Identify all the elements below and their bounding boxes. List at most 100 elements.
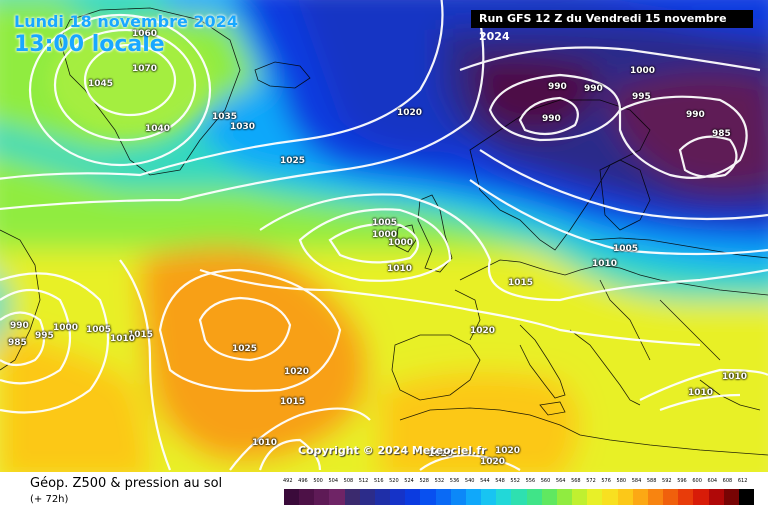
legend-tick-label: 548	[495, 478, 505, 484]
forecast-offset: (+ 72h)	[30, 494, 69, 505]
legend-tick-label: 536	[449, 478, 460, 484]
legend-color-swatch	[541, 489, 557, 505]
legend-color-swatch	[511, 489, 527, 505]
isobar-label: 1020	[397, 108, 423, 118]
isobar-label: 1000	[630, 66, 656, 76]
legend-tick-label: 532	[434, 478, 445, 484]
legend-tick-label: 540	[464, 478, 475, 484]
isobar-label: 1020	[470, 326, 496, 336]
z500-color-legend: 492 496 500 504 508 512 516 520 524 528 532 536 540 5…	[283, 478, 754, 508]
model-run-banner: Run GFS 12 Z du Vendredi 15 novembre 202…	[471, 10, 753, 43]
legend-tick-label: 592	[662, 478, 672, 484]
isobar-label: 1015	[128, 330, 154, 340]
legend-tick-label: 516	[373, 478, 384, 484]
legend-tick-label: 524	[404, 478, 414, 484]
legend-tick-label: 612	[737, 478, 748, 484]
isobar-label: 1025	[232, 344, 258, 354]
isobar-label: 995	[35, 331, 54, 341]
legend-color-swatch	[496, 489, 512, 505]
legend-tick-label: 564	[555, 478, 566, 484]
legend-color-swatch	[647, 489, 664, 505]
legend-tick-label: 520	[389, 478, 399, 484]
legend-color-swatch	[556, 489, 573, 505]
legend-tick-label: 560	[540, 478, 551, 484]
isobar-label: 995	[632, 92, 651, 102]
legend-color-swatch	[526, 489, 542, 505]
isobar-label: 1040	[145, 124, 171, 134]
geopotential-map	[0, 0, 768, 472]
isobar-label: 1020	[428, 449, 454, 459]
legend-tick-label: 568	[571, 478, 581, 484]
legend-tick-label: 604	[707, 478, 718, 484]
legend-color-swatch	[450, 489, 466, 505]
legend-tick-label: 584	[631, 478, 642, 484]
legend-color-swatch	[587, 489, 603, 505]
isobars	[0, 0, 768, 470]
legend-tick-label: 512	[358, 478, 369, 484]
isobar-label: 1015	[280, 397, 306, 407]
copyright-notice: Copyright © 2024 Meteociel.fr	[298, 444, 487, 457]
legend-color-swatch	[693, 489, 709, 505]
legend-color-swatch	[359, 489, 375, 505]
isobar-label: 1035	[212, 112, 238, 122]
legend-color-swatch	[723, 489, 739, 505]
legend-tick-label: 588	[646, 478, 657, 484]
legend-tick-label: 492	[283, 478, 293, 484]
isobar-label: 990	[686, 110, 705, 120]
isobar-label: 1020	[495, 446, 521, 456]
legend-tick-label: 508	[343, 478, 354, 484]
isobar-label: 1010	[688, 388, 714, 398]
isobar-label: 990	[542, 114, 561, 124]
legend-tick-label: 600	[692, 478, 702, 484]
isobar-label: 990	[584, 84, 603, 94]
isobar-label: 985	[712, 129, 731, 139]
isobar-label: 1020	[284, 367, 310, 377]
isobar-label: 1025	[280, 156, 306, 166]
isobar-label: 1005	[613, 244, 639, 254]
isobar-label: 1010	[110, 334, 136, 344]
isobar-label: 1045	[88, 79, 114, 89]
legend-color-swatch	[678, 489, 694, 505]
greenland-high	[50, 25, 210, 135]
legend-tick-label: 572	[586, 478, 596, 484]
legend-color-swatch	[465, 489, 482, 505]
legend-color-swatch	[284, 489, 300, 505]
legend-tick-label: 608	[722, 478, 733, 484]
legend-color-swatch	[329, 489, 345, 505]
legend-color-swatch	[481, 489, 497, 505]
legend-tick-label: 596	[677, 478, 687, 484]
isobar-label: 1015	[508, 278, 534, 288]
isobar-label: 1000	[388, 238, 414, 248]
isobar-label: 1000	[372, 230, 398, 240]
legend-color-swatch	[572, 489, 588, 505]
legend-color-swatch	[405, 489, 421, 505]
color-field	[0, 0, 768, 472]
isobar-label: 1000	[53, 323, 79, 333]
legend-tick-label: 556	[525, 478, 536, 484]
isobar-label: 985	[8, 338, 27, 348]
legend-tick-label: 504	[328, 478, 339, 484]
isobar-label: 1005	[86, 325, 112, 335]
map-title: Géop. Z500 & pression au sol	[30, 476, 223, 491]
isobar-label: 1070	[132, 64, 158, 74]
legend-color-swatch	[632, 489, 648, 505]
legend-color-swatch	[663, 489, 679, 505]
isobar-label: 990	[548, 82, 567, 92]
legend-color-swatch	[602, 489, 618, 505]
isobar-label: 1010	[592, 259, 618, 269]
isobar-label: 990	[10, 321, 29, 331]
legend-tick-label: 528	[419, 478, 429, 484]
legend-color-swatch	[420, 489, 436, 505]
legend-color-swatch	[390, 489, 406, 505]
isobar-label: 1060	[132, 29, 158, 39]
legend-tick-label: 576	[601, 478, 611, 484]
legend-color-swatch	[435, 489, 451, 505]
legend-tick-label: 496	[298, 478, 308, 484]
forecast-local-time: 13:00 locale	[14, 32, 165, 57]
legend-tick-label: 580	[616, 478, 627, 484]
legend-color-swatch	[314, 489, 330, 505]
legend-color-swatch	[299, 489, 315, 505]
legend-color-swatch	[738, 489, 754, 505]
isobar-label: 1005	[372, 218, 398, 228]
